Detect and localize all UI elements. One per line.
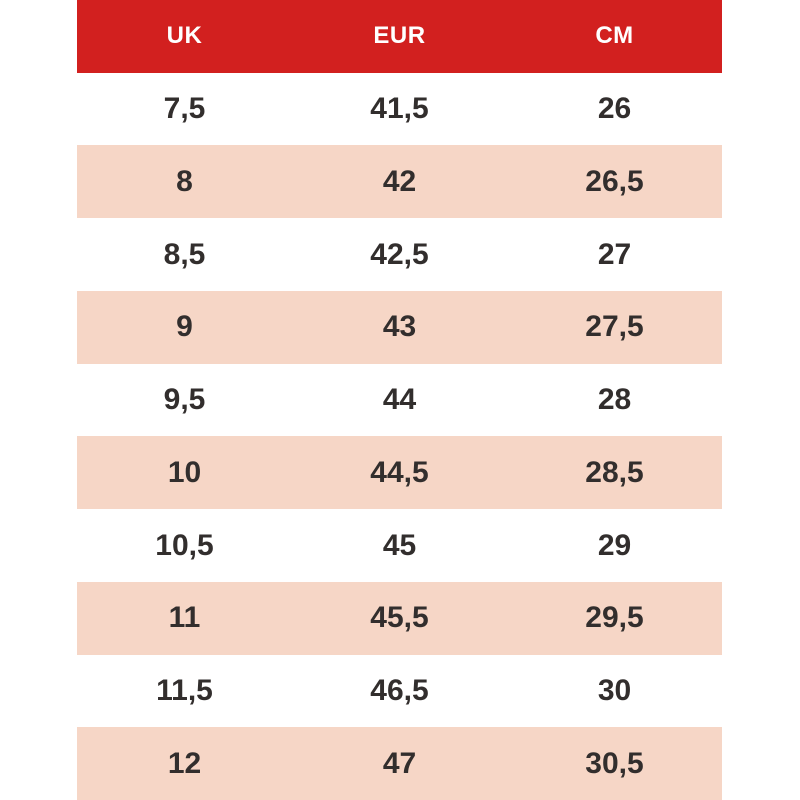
table-cell-eur: 42 bbox=[382, 164, 417, 198]
table-cell-eur: 41,5 bbox=[370, 92, 429, 126]
table-row: 12 47 30,5 bbox=[77, 727, 722, 800]
table-row: 11,5 46,5 30 bbox=[77, 654, 722, 728]
size-conversion-table: UK EUR CM 7,5 41,5 26 8 42 26,5 8,5 42,5… bbox=[77, 0, 722, 800]
table-cell-uk: 8 bbox=[176, 164, 193, 198]
header-cell-cm: CM bbox=[595, 22, 634, 50]
table-row: 10,5 45 29 bbox=[77, 509, 722, 582]
table-row: 7,5 41,5 26 bbox=[77, 72, 722, 146]
table-cell-cm: 30,5 bbox=[585, 746, 644, 780]
table-cell-cm: 29,5 bbox=[585, 601, 644, 635]
header-cell-eur: EUR bbox=[373, 22, 426, 50]
table-row: 9,5 44 28 bbox=[77, 363, 722, 437]
table-row: 10 44,5 28,5 bbox=[77, 436, 722, 510]
table-row: 8 42 26,5 bbox=[77, 145, 722, 219]
table-cell-eur: 44,5 bbox=[370, 455, 429, 489]
table-cell-eur: 45 bbox=[382, 528, 417, 562]
table-row: 8,5 42,5 27 bbox=[77, 218, 722, 291]
table-cell-eur: 47 bbox=[382, 746, 417, 780]
table-cell-eur: 43 bbox=[382, 310, 417, 344]
table-cell-eur: 44 bbox=[382, 383, 417, 417]
table-cell-eur: 45,5 bbox=[370, 601, 429, 635]
table-cell-uk: 10,5 bbox=[155, 528, 214, 562]
table-cell-uk: 7,5 bbox=[163, 92, 206, 126]
table-header-row: UK EUR CM bbox=[77, 0, 722, 73]
table-cell-cm: 26,5 bbox=[585, 164, 644, 198]
table-cell-cm: 28 bbox=[597, 383, 632, 417]
table-cell-cm: 27 bbox=[597, 237, 632, 271]
table-cell-eur: 42,5 bbox=[370, 237, 429, 271]
table-cell-uk: 9,5 bbox=[163, 383, 206, 417]
table-cell-uk: 9 bbox=[176, 310, 193, 344]
table-cell-uk: 10 bbox=[167, 455, 202, 489]
table-cell-uk: 11,5 bbox=[156, 673, 213, 707]
table-cell-uk: 12 bbox=[167, 746, 202, 780]
table-cell-uk: 11 bbox=[168, 601, 201, 635]
table-cell-cm: 27,5 bbox=[585, 310, 644, 344]
header-cell-uk: UK bbox=[166, 22, 203, 50]
table-cell-cm: 30 bbox=[597, 673, 632, 707]
table-cell-cm: 29 bbox=[597, 528, 632, 562]
table-cell-eur: 46,5 bbox=[370, 673, 429, 707]
table-cell-uk: 8,5 bbox=[163, 237, 206, 271]
table-cell-cm: 28,5 bbox=[585, 455, 644, 489]
table-cell-cm: 26 bbox=[597, 92, 632, 126]
table-row: 9 43 27,5 bbox=[77, 290, 722, 364]
table-row: 11 45,5 29,5 bbox=[77, 581, 722, 655]
